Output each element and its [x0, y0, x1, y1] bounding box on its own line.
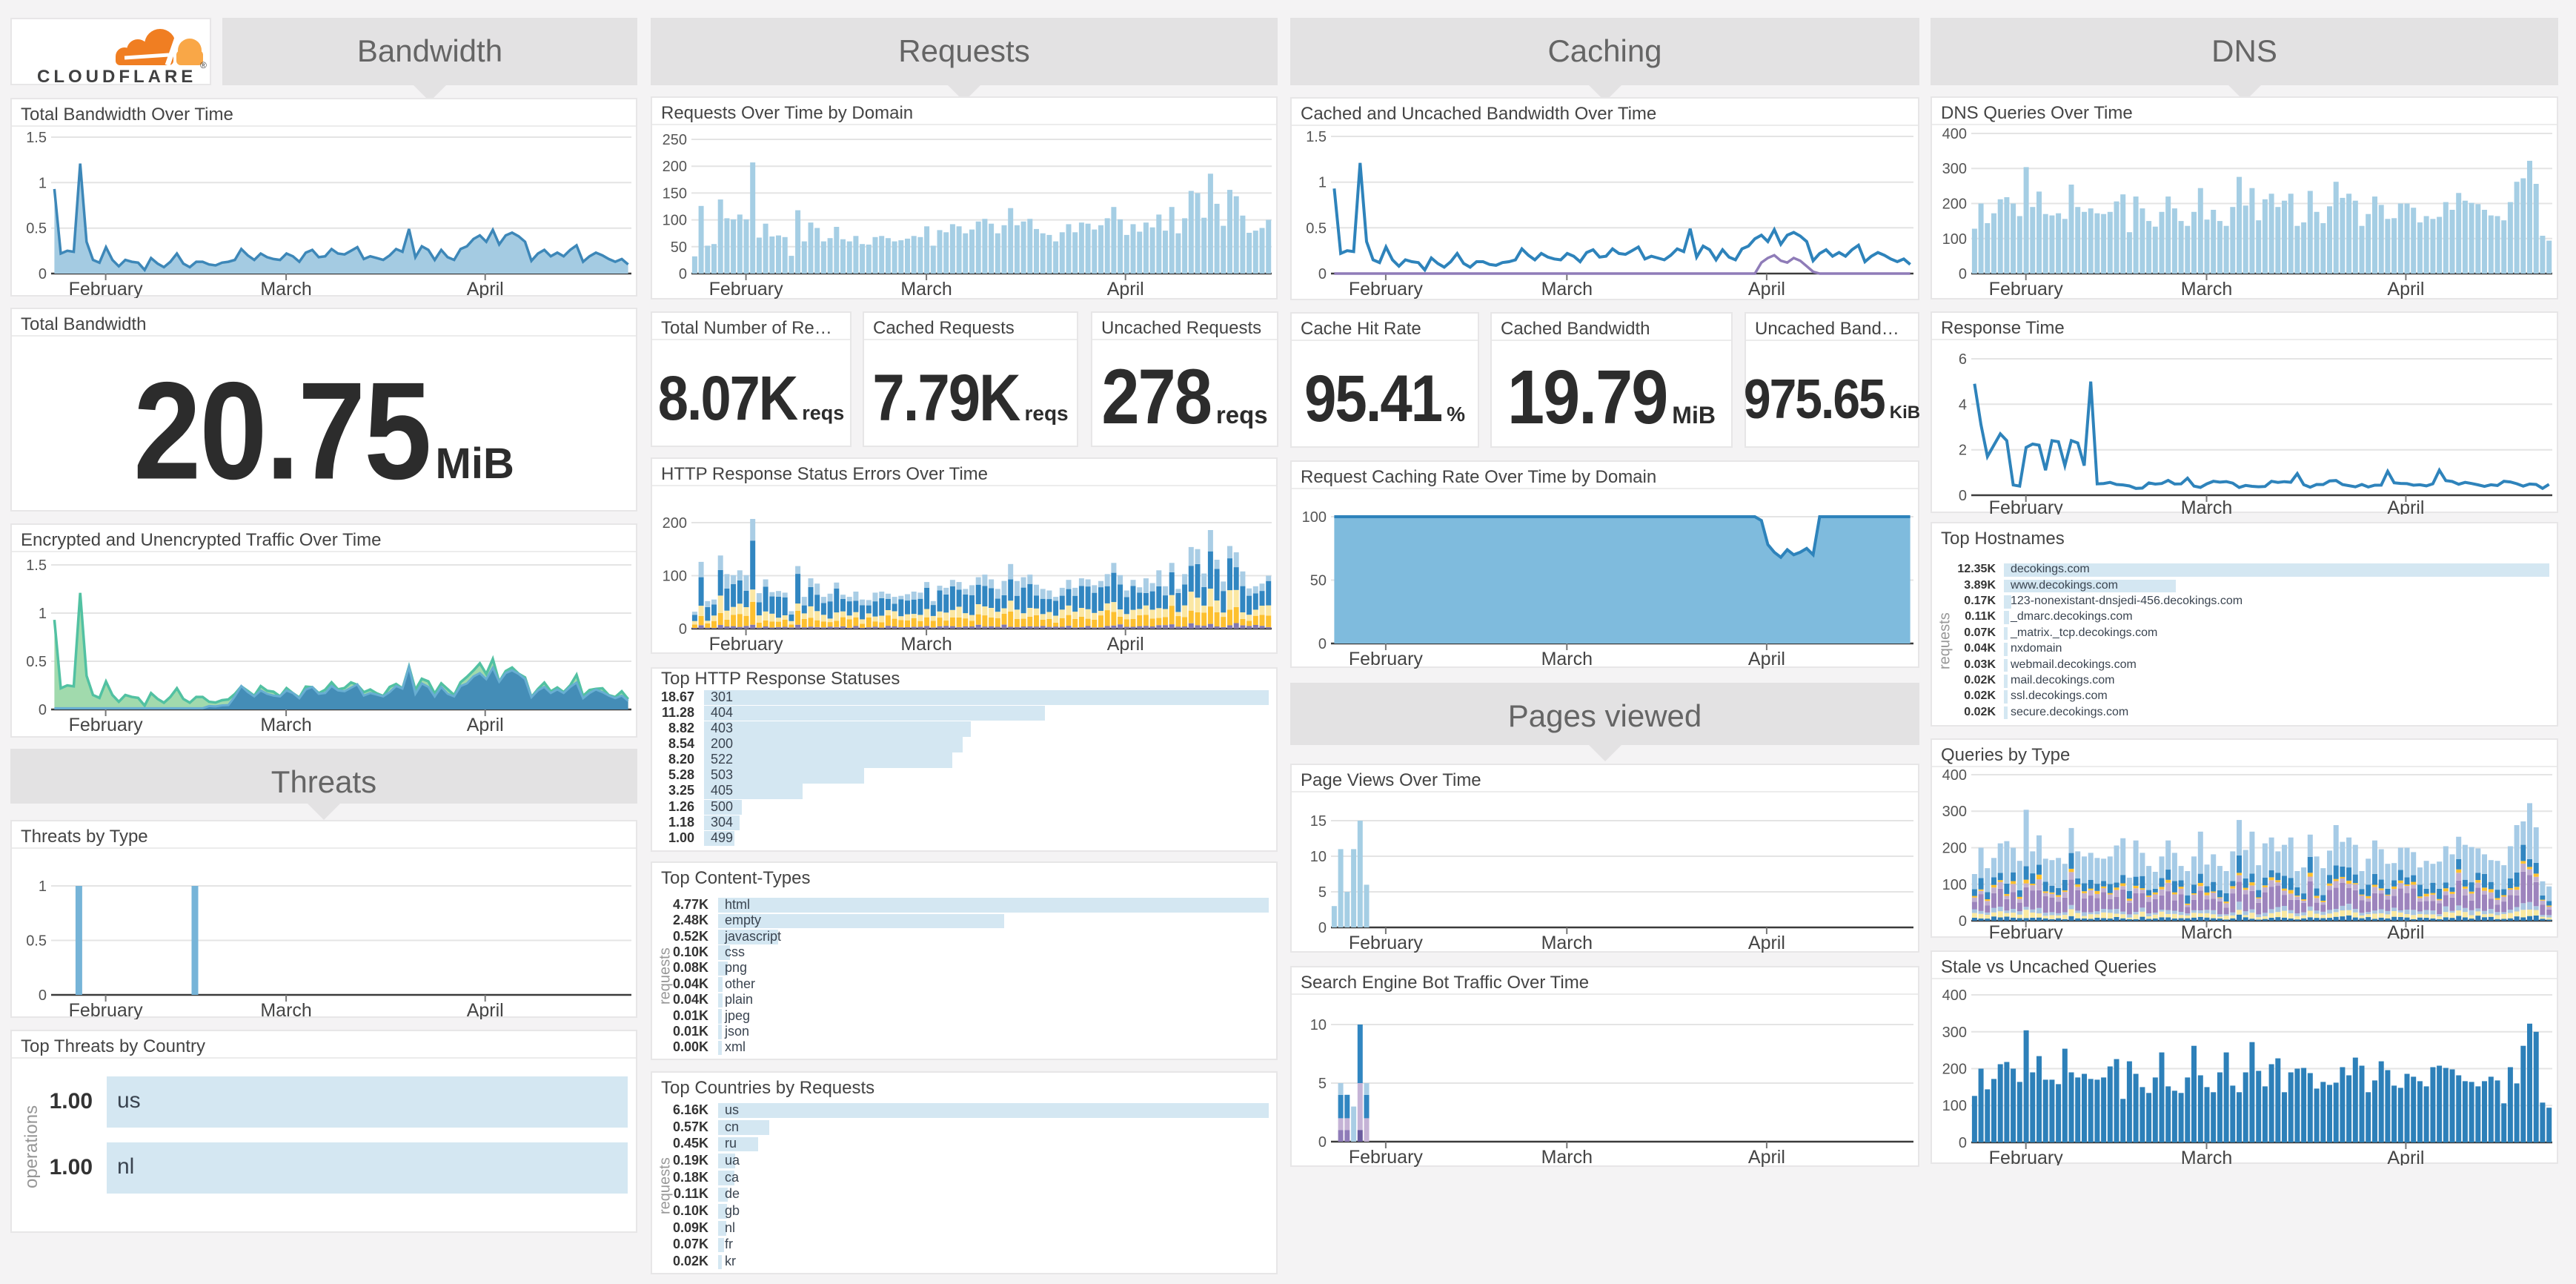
- svg-text:50: 50: [671, 239, 687, 256]
- svg-text:March: March: [260, 1000, 311, 1019]
- svg-text:0.5: 0.5: [26, 221, 47, 237]
- svg-text:April: April: [2387, 922, 2424, 939]
- svg-text:March: March: [2181, 922, 2232, 939]
- svg-text:0: 0: [39, 987, 47, 1004]
- svg-text:50: 50: [1310, 573, 1327, 589]
- svg-text:300: 300: [1942, 161, 1967, 177]
- svg-text:April: April: [1748, 933, 1785, 953]
- svg-text:100: 100: [663, 213, 687, 229]
- svg-text:200: 200: [663, 515, 687, 532]
- svg-text:0: 0: [1318, 1134, 1327, 1151]
- svg-text:100: 100: [1942, 1098, 1967, 1114]
- svg-text:0: 0: [39, 702, 47, 718]
- svg-text:March: March: [900, 634, 952, 655]
- svg-text:April: April: [2387, 1148, 2424, 1165]
- svg-text:0: 0: [1959, 913, 1967, 930]
- svg-text:April: April: [2387, 279, 2424, 300]
- svg-text:1.5: 1.5: [26, 130, 47, 146]
- svg-text:April: April: [467, 279, 504, 298]
- svg-text:March: March: [1541, 649, 1593, 669]
- svg-text:February: February: [1349, 1147, 1424, 1168]
- svg-text:February: February: [1349, 933, 1424, 953]
- svg-text:300: 300: [1942, 1025, 1967, 1041]
- svg-text:0.5: 0.5: [1306, 220, 1327, 236]
- svg-text:200: 200: [1942, 1062, 1967, 1078]
- svg-text:400: 400: [1942, 767, 1967, 784]
- svg-text:250: 250: [663, 132, 687, 148]
- svg-text:400: 400: [1942, 987, 1967, 1004]
- svg-text:March: March: [2181, 1148, 2232, 1165]
- svg-text:February: February: [1989, 1148, 2064, 1165]
- svg-text:100: 100: [1942, 231, 1967, 248]
- svg-text:10: 10: [1310, 849, 1327, 865]
- svg-text:200: 200: [1942, 196, 1967, 213]
- svg-text:CLOUDFLARE: CLOUDFLARE: [37, 67, 196, 87]
- svg-text:February: February: [1349, 649, 1424, 669]
- svg-text:100: 100: [1302, 509, 1327, 526]
- svg-text:200: 200: [1942, 841, 1967, 857]
- svg-text:15: 15: [1310, 813, 1327, 830]
- svg-text:0.5: 0.5: [26, 654, 47, 670]
- svg-text:0: 0: [1318, 636, 1327, 652]
- svg-text:®: ®: [200, 60, 207, 70]
- svg-text:0: 0: [1959, 266, 1967, 282]
- svg-text:0: 0: [39, 266, 47, 282]
- svg-text:200: 200: [663, 159, 687, 175]
- svg-text:February: February: [69, 279, 144, 298]
- svg-text:0: 0: [1318, 920, 1327, 936]
- svg-text:April: April: [2387, 497, 2424, 514]
- svg-text:2: 2: [1959, 443, 1967, 459]
- svg-text:April: April: [1748, 649, 1785, 669]
- svg-text:February: February: [1349, 279, 1424, 300]
- svg-text:5: 5: [1318, 1076, 1327, 1092]
- svg-text:4: 4: [1959, 397, 1967, 413]
- svg-text:April: April: [1107, 279, 1144, 300]
- svg-text:300: 300: [1942, 804, 1967, 820]
- svg-text:April: April: [1748, 279, 1785, 300]
- svg-text:March: March: [1541, 279, 1593, 300]
- svg-text:6: 6: [1959, 351, 1967, 368]
- svg-text:0: 0: [1959, 1135, 1967, 1151]
- svg-text:February: February: [69, 1000, 144, 1019]
- svg-text:400: 400: [1942, 126, 1967, 142]
- svg-text:0: 0: [679, 621, 687, 638]
- svg-text:1.5: 1.5: [26, 557, 47, 574]
- svg-text:5: 5: [1318, 884, 1327, 901]
- svg-text:0: 0: [1318, 266, 1327, 282]
- svg-text:February: February: [1989, 279, 2064, 300]
- svg-text:1: 1: [39, 175, 47, 191]
- svg-text:10: 10: [1310, 1017, 1327, 1033]
- svg-text:February: February: [1989, 922, 2064, 939]
- svg-text:March: March: [2181, 497, 2232, 514]
- svg-text:1.5: 1.5: [1306, 129, 1327, 145]
- svg-text:0: 0: [1959, 488, 1967, 504]
- svg-text:March: March: [1541, 1147, 1593, 1168]
- svg-text:April: April: [467, 1000, 504, 1019]
- svg-text:March: March: [2181, 279, 2232, 300]
- svg-text:March: March: [260, 715, 311, 735]
- svg-text:February: February: [1989, 497, 2064, 514]
- svg-text:April: April: [467, 715, 504, 735]
- svg-text:0: 0: [679, 266, 687, 282]
- svg-text:March: March: [260, 279, 311, 298]
- svg-text:150: 150: [663, 185, 687, 202]
- svg-text:February: February: [709, 279, 784, 300]
- svg-text:100: 100: [663, 569, 687, 585]
- svg-text:March: March: [900, 279, 952, 300]
- svg-text:February: February: [709, 634, 784, 655]
- svg-text:100: 100: [1942, 877, 1967, 893]
- svg-text:March: March: [1541, 933, 1593, 953]
- svg-text:1: 1: [1318, 175, 1327, 191]
- svg-text:1: 1: [39, 878, 47, 895]
- svg-text:April: April: [1748, 1147, 1785, 1168]
- svg-text:April: April: [1107, 634, 1144, 655]
- svg-text:0.5: 0.5: [26, 933, 47, 950]
- svg-text:1: 1: [39, 606, 47, 622]
- svg-text:February: February: [69, 715, 144, 735]
